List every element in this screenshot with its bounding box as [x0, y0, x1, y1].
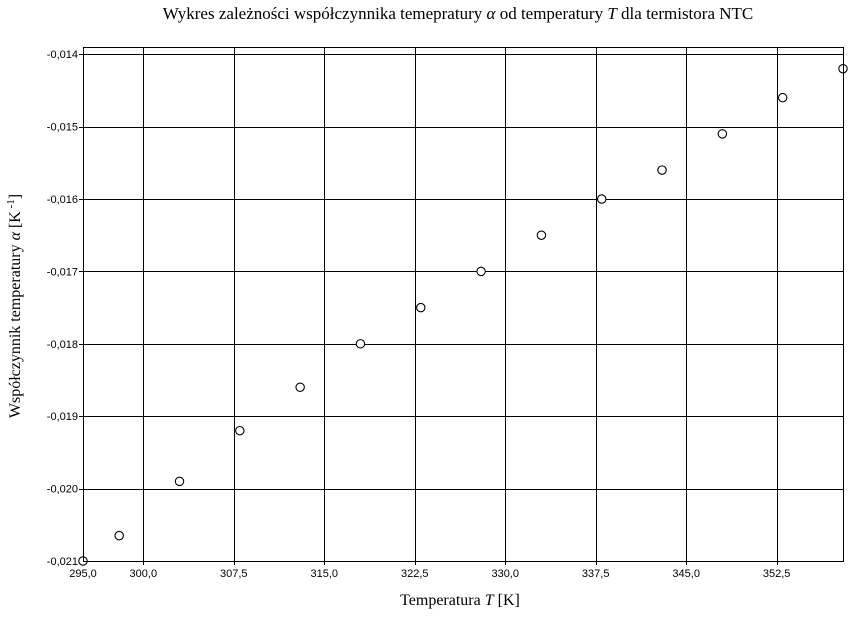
y-tick-label-5: -0,016 [47, 194, 78, 206]
x-tick-label-0: 295,0 [69, 568, 97, 580]
data-point-4 [295, 382, 305, 393]
x-axis-title: Temperatura T [K] [400, 592, 520, 609]
x-tick-label-2: 307,5 [220, 568, 248, 580]
data-point-6 [416, 302, 426, 313]
y-tick-label-2: -0,019 [47, 411, 78, 423]
y-axis-title: Współczynnik temperatury α [K -1] [5, 194, 24, 418]
x-tick-label-3: 315,0 [311, 568, 339, 580]
y-tick-label-4: -0,017 [47, 266, 78, 278]
data-point-10 [657, 165, 667, 175]
x-tick-label-7: 345,0 [672, 568, 700, 580]
y-tick-labels: -0,021 -0,020 -0,019 -0,018 -0,017 -0,016 -0,0… [47, 49, 78, 568]
data-point-2 [174, 476, 185, 487]
y-tick-label-6: -0,015 [47, 122, 78, 134]
data-point-5 [355, 339, 366, 349]
x-tick-label-5: 330,0 [491, 568, 519, 580]
y-tick-label-1: -0,020 [47, 484, 78, 496]
data-point-12 [777, 92, 788, 103]
axis-ticks [79, 54, 778, 565]
x-tick-labels: 295,0 300,0 307,5 315,0 322,5 330,0 337,5 345,0… [69, 568, 790, 580]
grid-lines [83, 47, 843, 561]
x-tick-label-6: 337,5 [582, 568, 610, 580]
data-point-7 [476, 266, 486, 277]
y-tick-label-7: -0,014 [47, 49, 78, 61]
x-tick-label-8: 352,5 [763, 568, 791, 580]
chart-title: Wykres zależności współczynnika temeprat… [163, 4, 754, 23]
plot-frame [83, 47, 844, 562]
data-point-11 [717, 129, 728, 139]
data-point-1 [114, 530, 124, 541]
data-point-3 [235, 425, 245, 436]
y-tick-label-0: -0,021 [47, 556, 78, 568]
y-tick-label-3: -0,018 [47, 339, 78, 351]
data-point-8 [536, 230, 547, 240]
x-tick-label-4: 322,5 [401, 568, 429, 580]
data-point-9 [596, 194, 607, 204]
data-points [78, 63, 848, 566]
x-tick-label-1: 300,0 [130, 568, 158, 580]
